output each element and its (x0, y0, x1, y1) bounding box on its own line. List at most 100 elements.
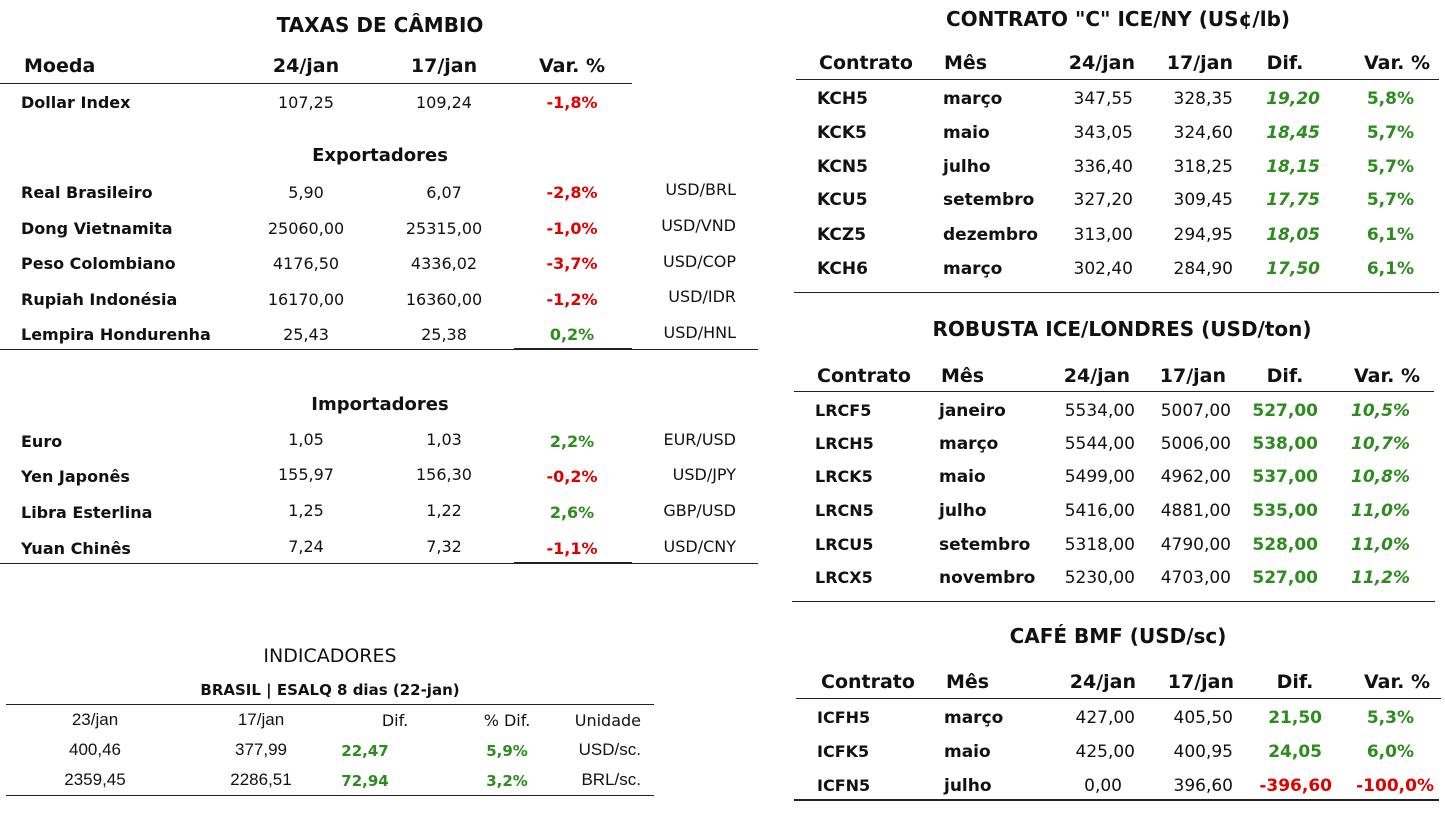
dollar-index-d1: 107,25 (278, 93, 334, 112)
importer-d2: 1,03 (426, 430, 462, 449)
robusta-header-month: Mês (941, 365, 985, 387)
indicators-header-pdif: % Dif. (483, 711, 531, 730)
fx-header-currency: Moeda (24, 55, 96, 77)
exporter-var: 0,2% (549, 325, 595, 344)
contract-c-var: 5,7% (1366, 157, 1414, 177)
robusta-header-date2: 17/jan (1159, 365, 1226, 387)
robusta-d2: 5006,00 (1160, 434, 1231, 454)
bmf-month: julho (944, 776, 992, 796)
robusta-code: LRCN5 (815, 501, 874, 520)
robusta-var: 10,5% (1351, 401, 1410, 421)
indicators-row-d2: 2286,51 (230, 770, 292, 789)
exporters-divider (0, 349, 758, 350)
importers-title: Importadores (311, 394, 449, 415)
contract-c-header-contract: Contrato (819, 52, 913, 74)
contract-c-d2: 318,25 (1173, 157, 1233, 177)
exporters-var-underline (514, 348, 632, 350)
robusta-d1: 5499,00 (1064, 467, 1135, 487)
bmf-header-contract: Contrato (821, 671, 915, 693)
contract-c-month: julho (943, 157, 991, 177)
contract-c-d1: 302,40 (1073, 259, 1133, 279)
importer-var: -0,2% (546, 467, 598, 486)
contract-c-header-var: Var. % (1363, 52, 1430, 74)
robusta-code: LRCK5 (815, 467, 873, 486)
contract-c-dif: 18,15 (1266, 157, 1320, 177)
contract-c-d2: 328,35 (1173, 89, 1233, 109)
contract-c-code: KCU5 (817, 190, 868, 210)
robusta-d1: 5318,00 (1064, 535, 1135, 555)
robusta-d1: 5534,00 (1064, 401, 1135, 421)
indicators-row-d1: 2359,45 (64, 770, 126, 789)
fx-header-var: Var. % (538, 55, 606, 77)
fx-header-date1: 24/jan (272, 55, 340, 77)
exporter-d2: 6,07 (426, 183, 462, 202)
contract-c-d1: 347,55 (1073, 89, 1133, 109)
bmf-dif: 24,05 (1268, 742, 1322, 762)
bmf-d2: 405,50 (1173, 708, 1233, 728)
fx-header-date2: 17/jan (410, 55, 478, 77)
robusta-title: ROBUSTA ICE/LONDRES (USD/ton) (932, 317, 1312, 341)
bmf-d1: 427,00 (1075, 708, 1135, 728)
exporter-d2: 25,38 (421, 325, 467, 344)
contract-c-dif: 17,75 (1266, 190, 1320, 210)
exporter-d2: 16360,00 (405, 290, 483, 309)
importer-d2: 156,30 (416, 465, 472, 484)
bmf-header-var: Var. % (1363, 671, 1430, 693)
bmf-header-date2: 17/jan (1167, 671, 1234, 693)
indicators-row-pdif: 3,2% (486, 772, 528, 790)
robusta-bottom-divider (792, 601, 1435, 602)
contract-c-dif: 18,45 (1266, 123, 1320, 143)
contract-c-dif: 18,05 (1266, 225, 1320, 245)
robusta-d2: 4703,00 (1160, 568, 1231, 588)
bmf-month: março (944, 708, 1004, 728)
robusta-d1: 5544,00 (1064, 434, 1135, 454)
dollar-index-d2: 109,24 (416, 93, 472, 112)
contract-c-header-date1: 24/jan (1068, 52, 1135, 74)
bmf-title: CAFÉ BMF (USD/sc) (1009, 624, 1227, 648)
contract-c-month: setembro (943, 190, 1035, 210)
exporter-d1: 5,90 (288, 183, 324, 202)
contract-c-d2: 294,95 (1173, 225, 1233, 245)
exporter-name: Peso Colombiano (21, 254, 176, 273)
contract-c-code: KCZ5 (817, 225, 867, 245)
indicators-header-unit: Unidade (574, 711, 641, 730)
contract-c-d2: 309,45 (1173, 190, 1233, 210)
indicators-row-d2: 377,99 (235, 740, 287, 759)
contract-c-code: KCH5 (817, 89, 868, 109)
robusta-dif: 527,00 (1252, 401, 1318, 421)
bmf-bottom-divider (794, 799, 1439, 801)
robusta-month: novembro (939, 568, 1036, 588)
robusta-month: julho (939, 501, 987, 521)
importer-code: USD/JPY (672, 465, 736, 484)
indicators-row-unit: USD/sc. (578, 740, 641, 759)
bmf-month: maio (944, 742, 991, 762)
indicators-header-divider (6, 704, 654, 705)
indicators-header-dif: Dif. (381, 711, 409, 730)
robusta-d1: 5230,00 (1064, 568, 1135, 588)
robusta-var: 11,0% (1351, 535, 1410, 555)
contract-c-header-month: Mês (944, 52, 988, 74)
contract-c-var: 6,1% (1366, 259, 1414, 279)
exporter-var: -1,2% (546, 290, 598, 309)
contract-c-header-dif: Dif. (1266, 52, 1304, 74)
contract-c-var: 6,1% (1366, 225, 1414, 245)
robusta-d1: 5416,00 (1064, 501, 1135, 521)
contract-c-var: 5,7% (1366, 190, 1414, 210)
robusta-d2: 4881,00 (1160, 501, 1231, 521)
importer-var: 2,6% (549, 503, 595, 522)
robusta-var: 10,7% (1351, 434, 1410, 454)
importer-d1: 155,97 (278, 465, 334, 484)
indicators-row-unit: BRL/sc. (581, 770, 641, 789)
contract-c-code: KCN5 (817, 157, 868, 177)
contract-c-code: KCK5 (817, 123, 867, 143)
exporter-d2: 4336,02 (410, 254, 478, 273)
dollar-index-var: -1,8% (546, 93, 598, 112)
robusta-dif: 537,00 (1252, 467, 1318, 487)
robusta-dif: 538,00 (1252, 434, 1318, 454)
bmf-var: 5,3% (1366, 708, 1414, 728)
robusta-month: março (939, 434, 999, 454)
importer-code: EUR/USD (663, 430, 736, 449)
robusta-code: LRCX5 (815, 568, 873, 587)
robusta-header-var: Var. % (1353, 365, 1420, 387)
contract-c-month: maio (943, 123, 990, 143)
